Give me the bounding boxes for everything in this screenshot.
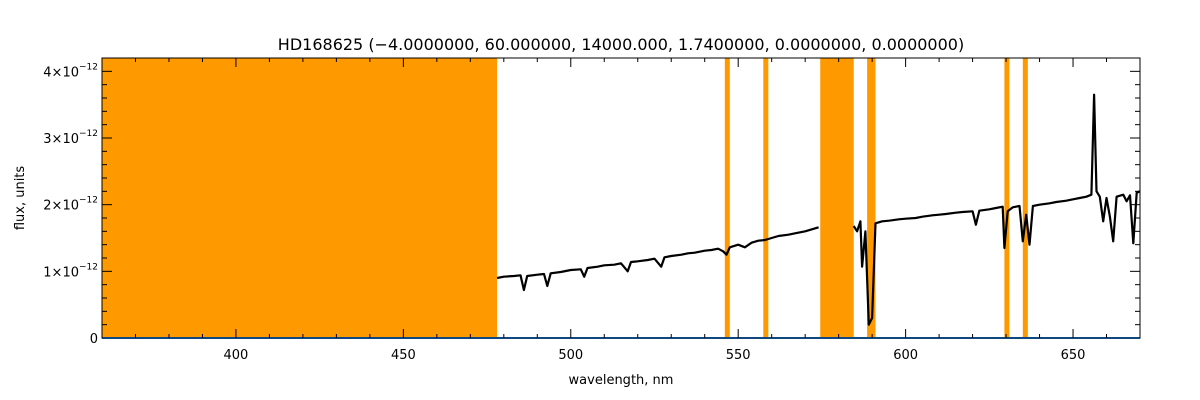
x-tick-label: 650 — [1061, 348, 1086, 363]
y-axis-ticks: 0 1×10−12 2×10−12 3×10−12 4×10−12 — [43, 57, 1140, 347]
x-axis-ticks: 400 450 500 550 600 650 — [101, 58, 1141, 363]
plot-frame — [101, 57, 1141, 339]
series-0-segment-0 — [496, 226, 819, 292]
masked-region-0 — [102, 58, 498, 338]
x-tick-label: 450 — [391, 348, 416, 363]
y-axis-label: flux, units — [13, 166, 28, 231]
masked-region-5 — [1004, 58, 1010, 338]
x-tick-label: 600 — [893, 348, 918, 363]
x-tick-label: 500 — [558, 348, 583, 363]
y-tick-label: 3×10−12 — [43, 129, 98, 147]
masked-region-1 — [724, 58, 730, 338]
y-tick-label: 0 — [90, 332, 98, 347]
masked-regions — [102, 58, 1028, 338]
masked-region-6 — [1022, 58, 1028, 338]
x-tick-label: 400 — [224, 348, 249, 363]
y-tick-label: 1×10−12 — [43, 262, 98, 280]
masked-region-2 — [763, 58, 769, 338]
series-0-segment-1 — [852, 93, 1141, 326]
y-tick-label: 4×10−12 — [43, 62, 98, 80]
y-tick-label: 2×10−12 — [43, 196, 98, 214]
x-axis-label: wavelength, nm — [569, 373, 674, 388]
chart-title: HD168625 (−4.0000000, 60.000000, 14000.0… — [278, 35, 964, 54]
masked-region-3 — [820, 58, 854, 338]
masked-region-4 — [867, 58, 876, 338]
x-tick-label: 550 — [726, 348, 751, 363]
